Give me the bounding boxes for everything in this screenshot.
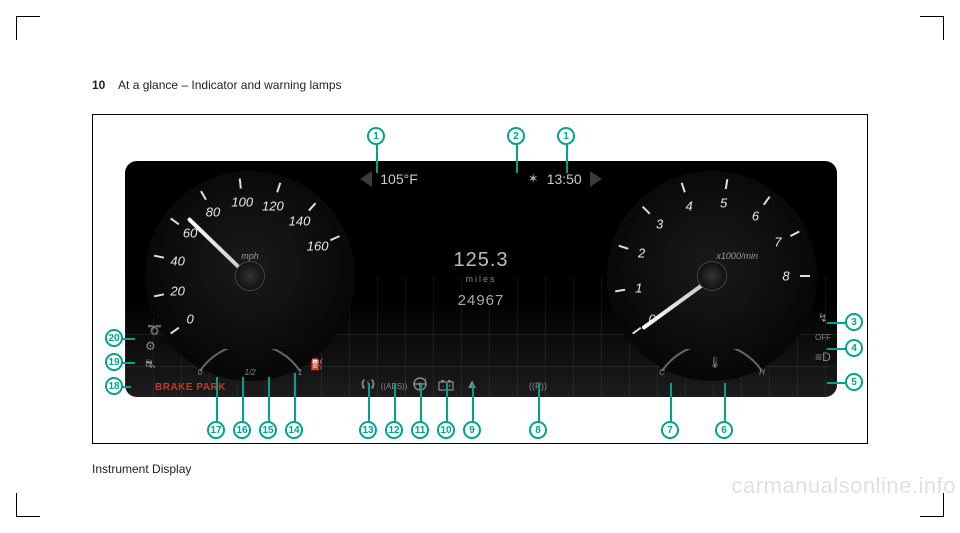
gauge-tick-label: 60	[183, 225, 197, 240]
esp-off-label: OFF	[815, 333, 831, 342]
gauge-tick-label: 40	[170, 253, 184, 268]
clock: 13:50	[547, 171, 582, 187]
callout-badge: 1	[367, 127, 385, 145]
center-info: 125.3 miles 24967	[453, 249, 508, 309]
seatbelt-icon: ⛐	[145, 357, 156, 373]
figure-frame: 105°F ✶ 13:50 mph 0 1/2 1 ⛽ 020406080100…	[92, 114, 868, 444]
gauge-tick-label: 80	[206, 204, 220, 219]
speedometer: mph 0 1/2 1 ⛽ 020406080100120140160	[145, 171, 355, 381]
page-number: 10	[92, 78, 105, 92]
callout-badge: 11	[411, 421, 429, 439]
warning-icon-row: !((ABS))!-+▲((P))	[125, 367, 837, 391]
callout-badge: 19	[105, 353, 123, 371]
callout-badge: 14	[285, 421, 303, 439]
speedo-hub	[235, 261, 265, 291]
gauge-tick-label: 2	[638, 246, 645, 261]
callout-badge: 20	[105, 329, 123, 347]
trip-value: 125.3	[453, 249, 508, 272]
instrument-cluster: 105°F ✶ 13:50 mph 0 1/2 1 ⛽ 020406080100…	[125, 161, 837, 397]
callout-badge: 13	[359, 421, 377, 439]
trip-unit: miles	[453, 274, 508, 284]
gauge-tick-label: 140	[289, 214, 311, 229]
callout-badge: 4	[845, 339, 863, 357]
tachometer: x1000/min C H 🌡 012345678	[607, 171, 817, 381]
lowbeam-icon: ≡D	[815, 350, 831, 364]
odometer: 24967	[453, 292, 508, 309]
callout-badge: 5	[845, 373, 863, 391]
figure-caption: Instrument Display	[92, 462, 191, 476]
speedo-unit: mph	[241, 251, 259, 261]
callout-badge: 7	[661, 421, 679, 439]
page-title: At a glance – Indicator and warning lamp…	[118, 78, 341, 92]
gauge-tick-label: 120	[262, 198, 284, 213]
gauge-tick-label: 100	[231, 195, 253, 210]
crop-mark	[16, 16, 40, 40]
callout-badge: 2	[507, 127, 525, 145]
gauge-tick-label: 1	[635, 280, 642, 295]
gauge-tick-label: 0	[187, 312, 194, 327]
callout-badge: 12	[385, 421, 403, 439]
callout-badge: 18	[105, 377, 123, 395]
gauge-tick-label: 3	[656, 216, 663, 231]
callout-badge: 10	[437, 421, 455, 439]
callout-badge: 9	[463, 421, 481, 439]
svg-text:-: -	[442, 384, 444, 390]
tacho-hub	[697, 261, 727, 291]
callout-badge: 8	[529, 421, 547, 439]
svg-text:+: +	[448, 384, 452, 390]
callout-badge: 6	[715, 421, 733, 439]
outside-temp: 105°F	[380, 171, 418, 187]
gauge-tick-label: 160	[307, 238, 329, 253]
crop-mark	[920, 16, 944, 40]
callout-badge: 17	[207, 421, 225, 439]
gauge-tick-label: 5	[720, 195, 727, 210]
callout-badge: 15	[259, 421, 277, 439]
gauge-tick-label: 6	[752, 209, 759, 224]
watermark: carmanualsonline.info	[731, 473, 956, 499]
callout-badge: 16	[233, 421, 251, 439]
crop-mark	[16, 493, 40, 517]
gauge-tick-label: 4	[686, 198, 693, 213]
gauge-tick-label: 0	[649, 312, 656, 327]
svg-text:!: !	[425, 378, 427, 384]
callout-badge: 3	[845, 313, 863, 331]
gauge-tick-label: 20	[170, 284, 184, 299]
gauge-tick-label: 7	[774, 235, 781, 250]
tacho-unit: x1000/min	[716, 251, 758, 261]
airbag-icon: ✶	[528, 171, 539, 187]
right-icon-stack: ↯ OFF ≡D	[815, 311, 831, 364]
engine-check-icon: ⚙	[145, 339, 156, 353]
preglow-icon: ➰	[147, 323, 162, 337]
arrow-left-icon	[360, 171, 372, 187]
gauge-tick-label: 8	[782, 269, 789, 284]
callout-badge: 1	[557, 127, 575, 145]
arrow-right-icon	[590, 171, 602, 187]
page-header: 10 At a glance – Indicator and warning l…	[92, 78, 342, 92]
